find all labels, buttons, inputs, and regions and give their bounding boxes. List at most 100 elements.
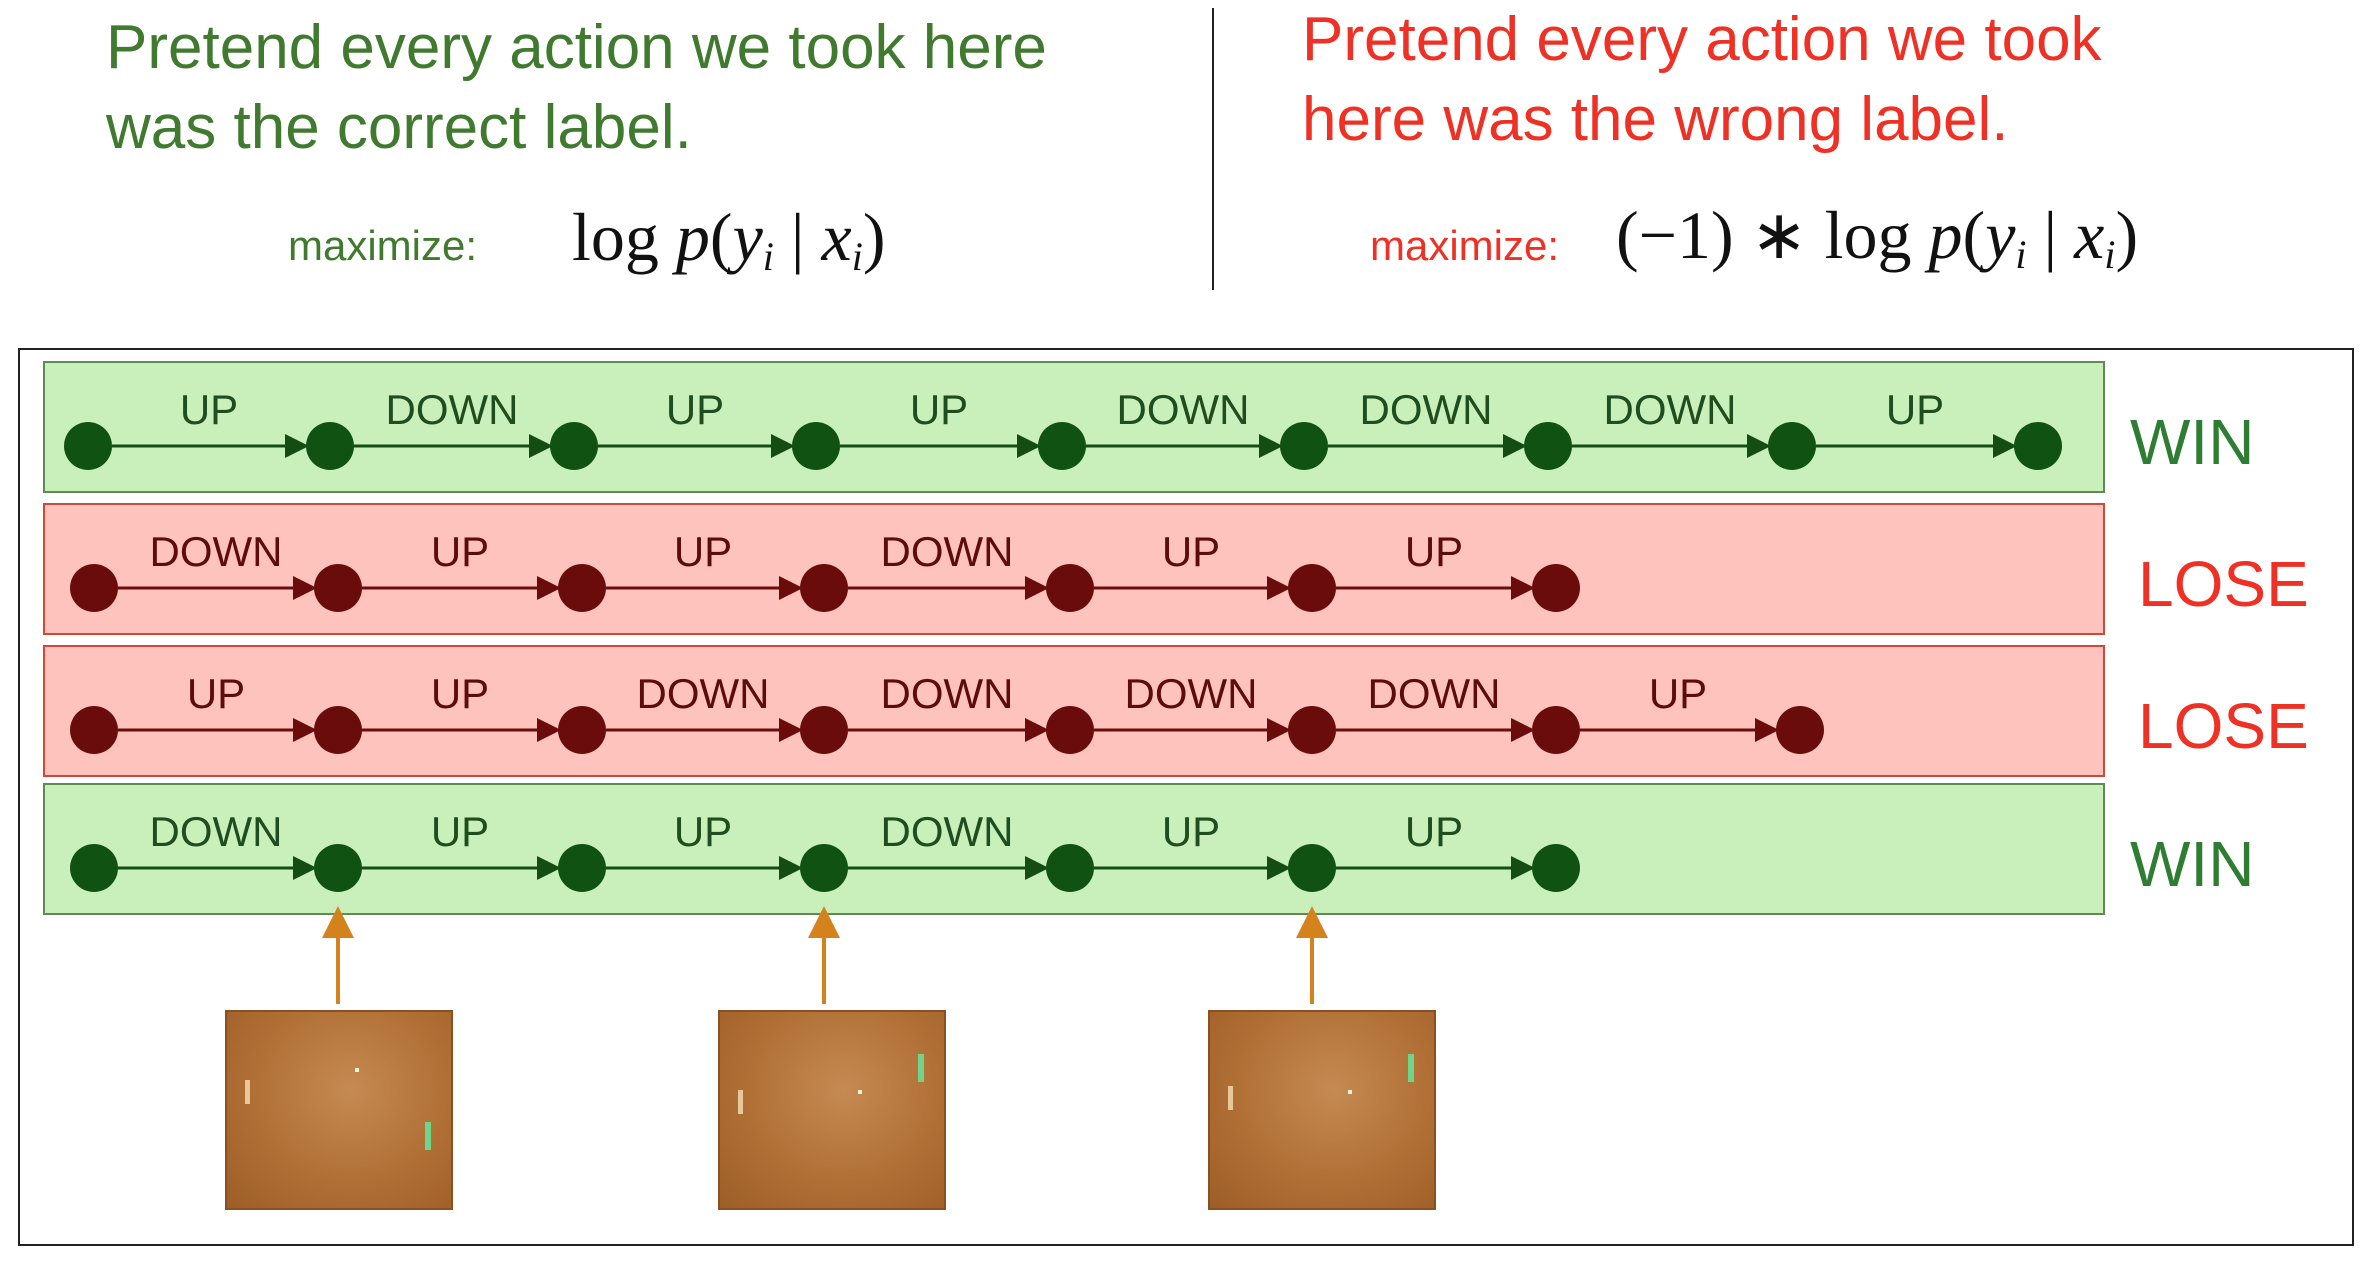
outcome-label: LOSE xyxy=(2138,548,2309,620)
action-label: DOWN xyxy=(637,670,770,717)
state-node xyxy=(800,564,848,612)
action-label: UP xyxy=(1405,808,1463,855)
state-node xyxy=(800,706,848,754)
right-formula-p: p xyxy=(1928,197,1963,273)
state-node xyxy=(2014,422,2062,470)
right-formula-x: x xyxy=(2074,197,2105,273)
left-paddle xyxy=(245,1080,250,1104)
action-label: DOWN xyxy=(1604,386,1737,433)
state-node xyxy=(558,706,606,754)
action-label: UP xyxy=(180,386,238,433)
rollout-row-4: DOWN UP UP DOWN UP UP WIN xyxy=(43,783,2254,915)
ball xyxy=(858,1090,862,1094)
right-heading-line1: Pretend every action we took xyxy=(1302,5,2102,74)
left-paddle xyxy=(738,1090,743,1114)
action-label: UP xyxy=(1405,528,1463,575)
outcome-label: WIN xyxy=(2130,406,2254,478)
right-paddle xyxy=(425,1122,431,1150)
left-formula-sub-1: i xyxy=(762,234,774,279)
ball xyxy=(355,1068,359,1072)
action-label: DOWN xyxy=(881,670,1014,717)
state-node xyxy=(1046,564,1094,612)
header-divider xyxy=(1212,8,1214,290)
left-formula-log: log xyxy=(572,199,659,275)
left-heading-line1: Pretend every action we took here xyxy=(106,13,1047,82)
right-paddle xyxy=(1408,1054,1414,1082)
action-label: UP xyxy=(431,670,489,717)
left-formula: log p(yi | xi) xyxy=(572,199,886,279)
right-formula-sub-2: i xyxy=(2104,232,2116,277)
state-node xyxy=(1524,422,1572,470)
state-node xyxy=(1288,564,1336,612)
state-node xyxy=(70,706,118,754)
left-formula-sub-2: i xyxy=(851,234,863,279)
state-node xyxy=(64,422,112,470)
state-node xyxy=(1280,422,1328,470)
outcome-label: LOSE xyxy=(2138,690,2309,762)
ball xyxy=(1348,1090,1352,1094)
action-label: UP xyxy=(187,670,245,717)
action-label: UP xyxy=(666,386,724,433)
action-label: UP xyxy=(1162,528,1220,575)
action-label: DOWN xyxy=(881,808,1014,855)
right-heading-line2: here was the wrong label. xyxy=(1302,85,2009,154)
right-paddle xyxy=(918,1054,924,1082)
right-maximize-label: maximize: xyxy=(1370,222,1560,269)
left-formula-x: x xyxy=(821,199,852,275)
state-node xyxy=(70,564,118,612)
state-node xyxy=(1046,844,1094,892)
state-node xyxy=(306,422,354,470)
game-frame-1 xyxy=(225,1010,453,1210)
state-node xyxy=(558,844,606,892)
left-maximize-label: maximize: xyxy=(288,222,478,269)
action-label: DOWN xyxy=(150,528,283,575)
state-node xyxy=(314,706,362,754)
right-formula: (−1) ∗ log p(yi | xi) xyxy=(1616,197,2139,277)
outcome-label: WIN xyxy=(2130,828,2254,900)
state-node xyxy=(1532,564,1580,612)
game-frame-3 xyxy=(1208,1010,1436,1210)
action-label: DOWN xyxy=(1125,670,1258,717)
action-label: DOWN xyxy=(150,808,283,855)
state-node xyxy=(314,564,362,612)
action-label: UP xyxy=(1649,670,1707,717)
action-label: UP xyxy=(1886,386,1944,433)
action-label: DOWN xyxy=(881,528,1014,575)
state-node xyxy=(550,422,598,470)
state-node xyxy=(1532,706,1580,754)
state-node xyxy=(792,422,840,470)
right-formula-log: log xyxy=(1824,197,1912,273)
right-formula-y: y xyxy=(1985,197,2016,273)
left-heading: Pretend every action we took here was th… xyxy=(106,8,1047,168)
rollout-row-2: DOWN UP UP DOWN UP UP LOSE xyxy=(43,503,2309,635)
state-node xyxy=(1288,844,1336,892)
state-node xyxy=(314,844,362,892)
rollout-frame xyxy=(18,348,2354,1246)
state-node xyxy=(558,564,606,612)
right-heading: Pretend every action we took here was th… xyxy=(1302,0,2102,160)
action-label: DOWN xyxy=(1368,670,1501,717)
action-label: UP xyxy=(910,386,968,433)
left-formula-y: y xyxy=(732,199,763,275)
state-node xyxy=(1046,706,1094,754)
right-formula-neg: (−1) ∗ xyxy=(1616,197,1825,273)
state-node xyxy=(70,844,118,892)
state-node xyxy=(1288,706,1336,754)
state-node xyxy=(1768,422,1816,470)
game-frame-2 xyxy=(718,1010,946,1210)
rollout-row-3: UP UP DOWN DOWN DOWN DOWN UP LOSE xyxy=(43,645,2309,777)
left-formula-p: p xyxy=(675,199,710,275)
action-label: DOWN xyxy=(386,386,519,433)
action-label: DOWN xyxy=(1360,386,1493,433)
left-paddle xyxy=(1228,1086,1233,1110)
right-formula-sub-1: i xyxy=(2015,232,2027,277)
left-heading-line2: was the correct label. xyxy=(106,93,692,162)
action-label: UP xyxy=(674,528,732,575)
state-node xyxy=(800,844,848,892)
action-label: UP xyxy=(431,528,489,575)
action-label: UP xyxy=(1162,808,1220,855)
rollout-row-1: UP DOWN UP UP DOWN DOWN DOWN UP WIN xyxy=(43,361,2254,493)
action-label: DOWN xyxy=(1117,386,1250,433)
state-node xyxy=(1532,844,1580,892)
